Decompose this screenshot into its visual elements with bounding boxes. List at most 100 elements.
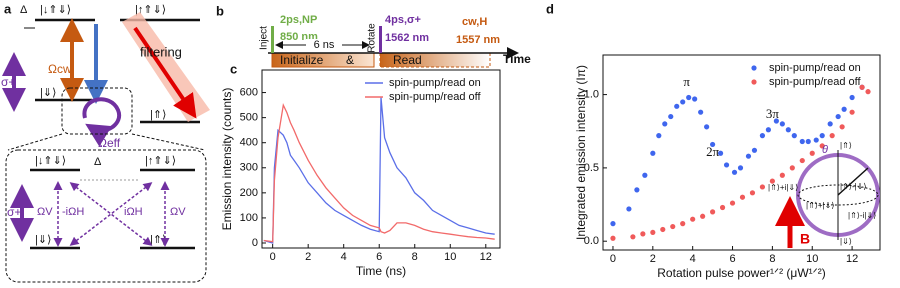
x-tick-label: 8 — [412, 251, 418, 263]
zoom-line — [7, 133, 63, 151]
coupling-label: -iΩH — [62, 206, 84, 218]
plot-frame — [602, 54, 881, 251]
state-label: |↓⇑⇓⟩ — [35, 155, 66, 167]
x-tick-label: 6 — [376, 251, 382, 263]
phase-label: Read — [393, 53, 422, 67]
x-tick-label: 6 — [729, 253, 735, 265]
delta-label: Δ — [94, 156, 102, 168]
point — [704, 124, 710, 130]
plot-frame — [261, 69, 501, 249]
point — [690, 216, 696, 222]
omega-eff-arrow — [82, 97, 122, 147]
delay-bg — [306, 39, 342, 51]
panel-label: b — [216, 3, 224, 18]
x-tick-label: 12 — [846, 253, 858, 265]
y-tick-label: 100 — [240, 212, 258, 224]
coupling-label: ΩV — [170, 206, 186, 218]
point — [859, 84, 865, 90]
point — [700, 213, 706, 219]
point — [827, 121, 833, 127]
point — [630, 234, 636, 240]
inject-pulse — [271, 26, 274, 53]
point — [779, 121, 785, 127]
point — [737, 165, 744, 171]
point — [692, 96, 698, 102]
phase-label: & — [346, 53, 354, 67]
state-label: |↑⇑⇓⟩ — [135, 4, 166, 16]
legend-label: spin-pump/read off — [769, 76, 861, 88]
point — [839, 124, 845, 130]
x-tick-label: 10 — [806, 253, 818, 265]
point — [660, 226, 666, 233]
point — [731, 169, 738, 175]
point — [650, 229, 656, 236]
point — [680, 99, 686, 105]
coupling-arrow — [69, 182, 153, 246]
angle-label: θ — [822, 144, 828, 156]
delta-label: Δ — [20, 4, 28, 16]
x-tick-label: 0 — [270, 251, 276, 263]
point — [723, 162, 730, 168]
point — [865, 89, 871, 95]
state-label: |⇑⟩ — [840, 141, 852, 150]
pulse-label: 1562 nm — [385, 32, 429, 44]
series-line — [263, 102, 495, 243]
y-axis-label: Integrated emission intensity (Iπ) — [574, 65, 588, 240]
x-tick-label: 10 — [444, 251, 456, 263]
y-tick-label: 0.0 — [584, 235, 599, 247]
point — [610, 221, 616, 227]
point — [642, 172, 648, 178]
state-label: |⇑⟩-|⇓⟩ — [840, 182, 866, 191]
point — [626, 206, 632, 212]
point — [779, 172, 785, 178]
series-line — [263, 97, 495, 244]
x-axis-label: Rotation pulse power¹ᐟ² (μW¹ᐟ²) — [657, 266, 825, 280]
point — [765, 127, 772, 133]
pulse-label: 2ps,NP — [280, 14, 317, 26]
point — [650, 150, 656, 156]
bloch-inset: B θ |⇑⟩ |⇓⟩ |⇑⟩-|⇓⟩ |⇑⟩+i|⇓⟩ |⇑⟩+|⇓⟩ |⇑⟩… — [768, 141, 880, 248]
point — [610, 235, 616, 241]
point — [835, 113, 841, 120]
annotation: 2π — [706, 144, 720, 159]
legend-swatch — [751, 65, 757, 71]
y-tick-label: 600 — [240, 86, 258, 98]
level-diagram: Δ |↓⇑⇓⟩ |↑⇑⇓⟩ |⇓⟩ |⇑⟩ σ+ Ωcw filtering Ω… — [1, 4, 210, 283]
point — [674, 103, 680, 109]
point — [805, 138, 811, 145]
x-tick-label: 2 — [650, 253, 656, 265]
point — [739, 194, 746, 200]
inset-box — [5, 149, 207, 283]
point — [719, 204, 726, 211]
filtering-label: filtering — [140, 44, 182, 59]
x-tick-label: 12 — [480, 251, 492, 263]
y-tick-label: 500 — [240, 112, 258, 124]
point — [745, 153, 752, 159]
y-axis-label: Emission intensity (counts) — [220, 88, 234, 231]
point — [698, 109, 704, 115]
point — [849, 109, 855, 115]
point — [656, 133, 662, 139]
point — [759, 184, 766, 190]
coupling-label: ΩV — [37, 206, 53, 218]
rotate-label: Rotate — [367, 23, 378, 53]
legend-label: spin-pump/read on — [769, 62, 861, 74]
state-label: |⇓⟩ — [840, 237, 852, 246]
inject-label: Inject — [259, 26, 270, 50]
timeline: Time Inject Rotate 2ps,NP 850 nm 6 ns 4p… — [259, 14, 531, 68]
point — [662, 121, 668, 127]
panel-label: c — [230, 61, 237, 76]
rotate-pulse — [379, 26, 382, 53]
point — [759, 133, 766, 139]
annotation: π — [683, 74, 690, 89]
panel-label: d — [546, 1, 554, 16]
point — [841, 106, 847, 112]
y-tick-label: 0.5 — [584, 162, 599, 174]
laser-label: 1557 nm — [456, 34, 500, 46]
axis-label: Time — [503, 52, 531, 66]
point — [634, 187, 640, 193]
pulse-label: 4ps,σ+ — [385, 14, 421, 26]
point — [686, 94, 692, 101]
point — [829, 133, 835, 139]
coupling-label: iΩH — [124, 206, 143, 218]
